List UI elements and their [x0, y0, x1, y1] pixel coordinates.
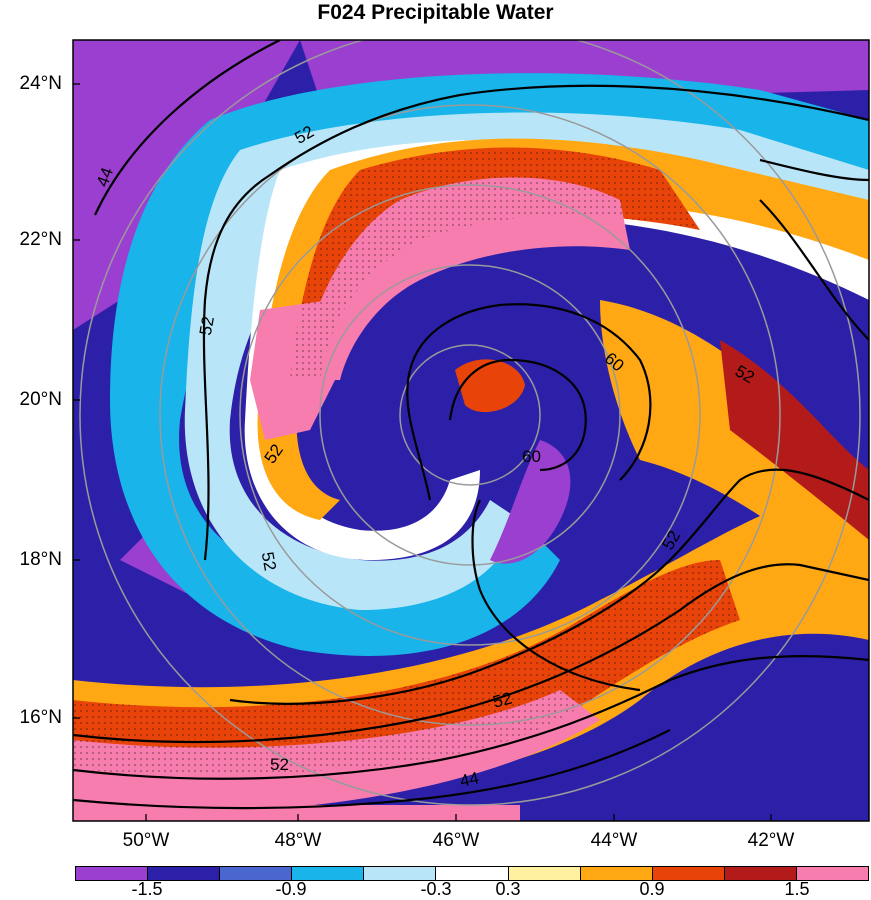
- contour-label: 52: [270, 755, 289, 774]
- contour-lines: [73, 40, 869, 810]
- map-title: F024 Precipitable Water: [317, 1, 554, 24]
- contour-label: 52: [491, 689, 514, 712]
- lon-label: 44°W: [590, 830, 638, 851]
- colorbar-swatch: [220, 867, 293, 880]
- contour-label: 44: [458, 768, 480, 791]
- field-south-pink-edge: [73, 805, 520, 821]
- stipple-overlay: [73, 147, 740, 774]
- field-white-core: [244, 140, 869, 560]
- lon-label: 42°W: [747, 830, 795, 851]
- lat-label: 16°N: [19, 707, 62, 728]
- lat-label: 20°N: [19, 389, 62, 410]
- lon-label: 48°W: [274, 830, 322, 851]
- colorbar-swatch: [364, 867, 437, 880]
- contour-label: 60: [522, 447, 541, 466]
- colorbar-label: -0.3: [420, 879, 452, 899]
- colorbar-swatch: [652, 867, 725, 880]
- axis-ticks: [73, 83, 772, 821]
- colorbar-label: -1.5: [131, 879, 163, 899]
- lat-label: 18°N: [19, 549, 62, 570]
- lon-label: 46°W: [432, 830, 480, 851]
- contour-label: 52: [258, 550, 280, 572]
- field-white-ring: [184, 112, 869, 610]
- colorbar-label: 0.3: [495, 879, 521, 899]
- colorbar-swatch: [292, 867, 365, 880]
- colorbar-swatch: [796, 867, 869, 880]
- lon-label: 50°W: [122, 830, 170, 851]
- lat-label: 22°N: [19, 229, 62, 250]
- field-core-purple-tail: [490, 440, 571, 564]
- range-rings: [79, 40, 861, 806]
- lat-label: 24°N: [19, 73, 62, 94]
- colorbar-swatch: [580, 867, 653, 880]
- colorbar-swatch: [76, 867, 149, 880]
- colorbar: [75, 866, 869, 881]
- precipitable-water-map: 44 52 52 52 52 60 60 52 52 52 44 52: [72, 39, 870, 822]
- colorbar-swatch: [508, 867, 581, 880]
- field-cyan-ring: [110, 73, 869, 656]
- plot-frame: [72, 39, 870, 822]
- colorbar-swatch: [148, 867, 221, 880]
- field-southeast-red: [720, 340, 869, 540]
- colorbar-swatch: [724, 867, 797, 880]
- colorbar-label: 1.5: [784, 879, 810, 899]
- colorbar-label: -0.9: [275, 879, 307, 899]
- contour-label: 52: [196, 315, 218, 337]
- colorbar-swatch: [436, 867, 509, 880]
- colorbar-label: 0.9: [639, 879, 665, 899]
